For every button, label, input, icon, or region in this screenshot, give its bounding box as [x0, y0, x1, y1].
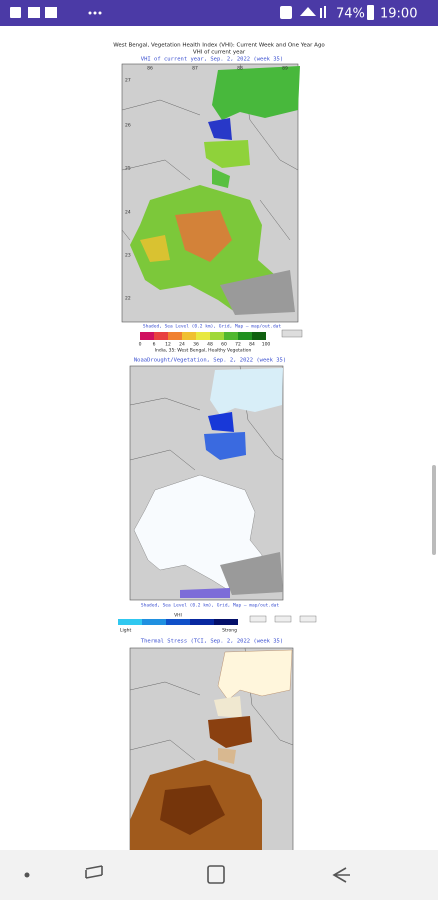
scale-label: 24 [179, 342, 185, 348]
scale-label: 48 [207, 342, 213, 348]
scale-label: 6 [153, 342, 156, 348]
scale-label: 100 [262, 342, 271, 348]
lat-label: 27 [125, 78, 131, 84]
lat-label: 26 [125, 123, 131, 129]
legend-label: Light [120, 628, 131, 634]
nav-dot [24, 872, 30, 878]
back-button[interactable] [332, 867, 350, 883]
legend-title: India, 35: West Bengal, Healthy Vegetati… [155, 348, 252, 354]
scale-label: 12 [165, 342, 171, 348]
lat-label: 23 [125, 253, 131, 259]
lat-label: 22 [125, 296, 131, 302]
scale-label: 72 [235, 342, 241, 348]
clock: 19:00 [380, 7, 417, 22]
scale-label: 0 [139, 342, 142, 348]
lat-label: 25 [125, 166, 131, 172]
color-scale [118, 615, 317, 625]
figure-subtitle: VHI of current year [193, 50, 246, 56]
scrollbar [432, 465, 436, 555]
map-footer: Shaded, Sea Level (0.2 km), Grid, Map — … [143, 324, 281, 330]
map [129, 647, 294, 860]
map-footer: Shaded, Sea Level (0.2 km), Grid, Map — … [141, 603, 279, 609]
lon-label: 86 [147, 66, 153, 72]
navigation-bar [0, 850, 438, 900]
lon-label: 87 [192, 66, 198, 72]
map [121, 63, 300, 323]
legend-label: Strong [222, 628, 237, 634]
battery-level: 74% [336, 7, 365, 22]
status-icons [10, 5, 374, 20]
home-button[interactable] [207, 865, 225, 884]
status-bar [0, 0, 438, 26]
lon-label: 88 [237, 66, 243, 72]
map-caption: Thermal Stress (TCI, Sep. 2, 2022 (week … [141, 639, 283, 645]
map-caption: VHI of current year, Sep. 2, 2022 (week … [141, 57, 283, 63]
scale-label: 36 [193, 342, 199, 348]
scale-label: 84 [249, 342, 255, 348]
figure-title: West Bengal, Vegetation Health Index (VH… [113, 43, 325, 49]
recents-button[interactable] [85, 865, 103, 879]
color-scale [140, 329, 303, 340]
scale-labels: 0 6 12 24 36 48 60 72 84 100 [139, 342, 271, 348]
lat-label: 24 [125, 210, 131, 216]
scale-label: 60 [221, 342, 227, 348]
legend-title: VHI [174, 613, 182, 619]
map-caption: NoaaDrought/Vegetation, Sep. 2, 2022 (we… [134, 358, 286, 364]
lon-label: 89 [282, 66, 288, 72]
map [129, 365, 284, 601]
